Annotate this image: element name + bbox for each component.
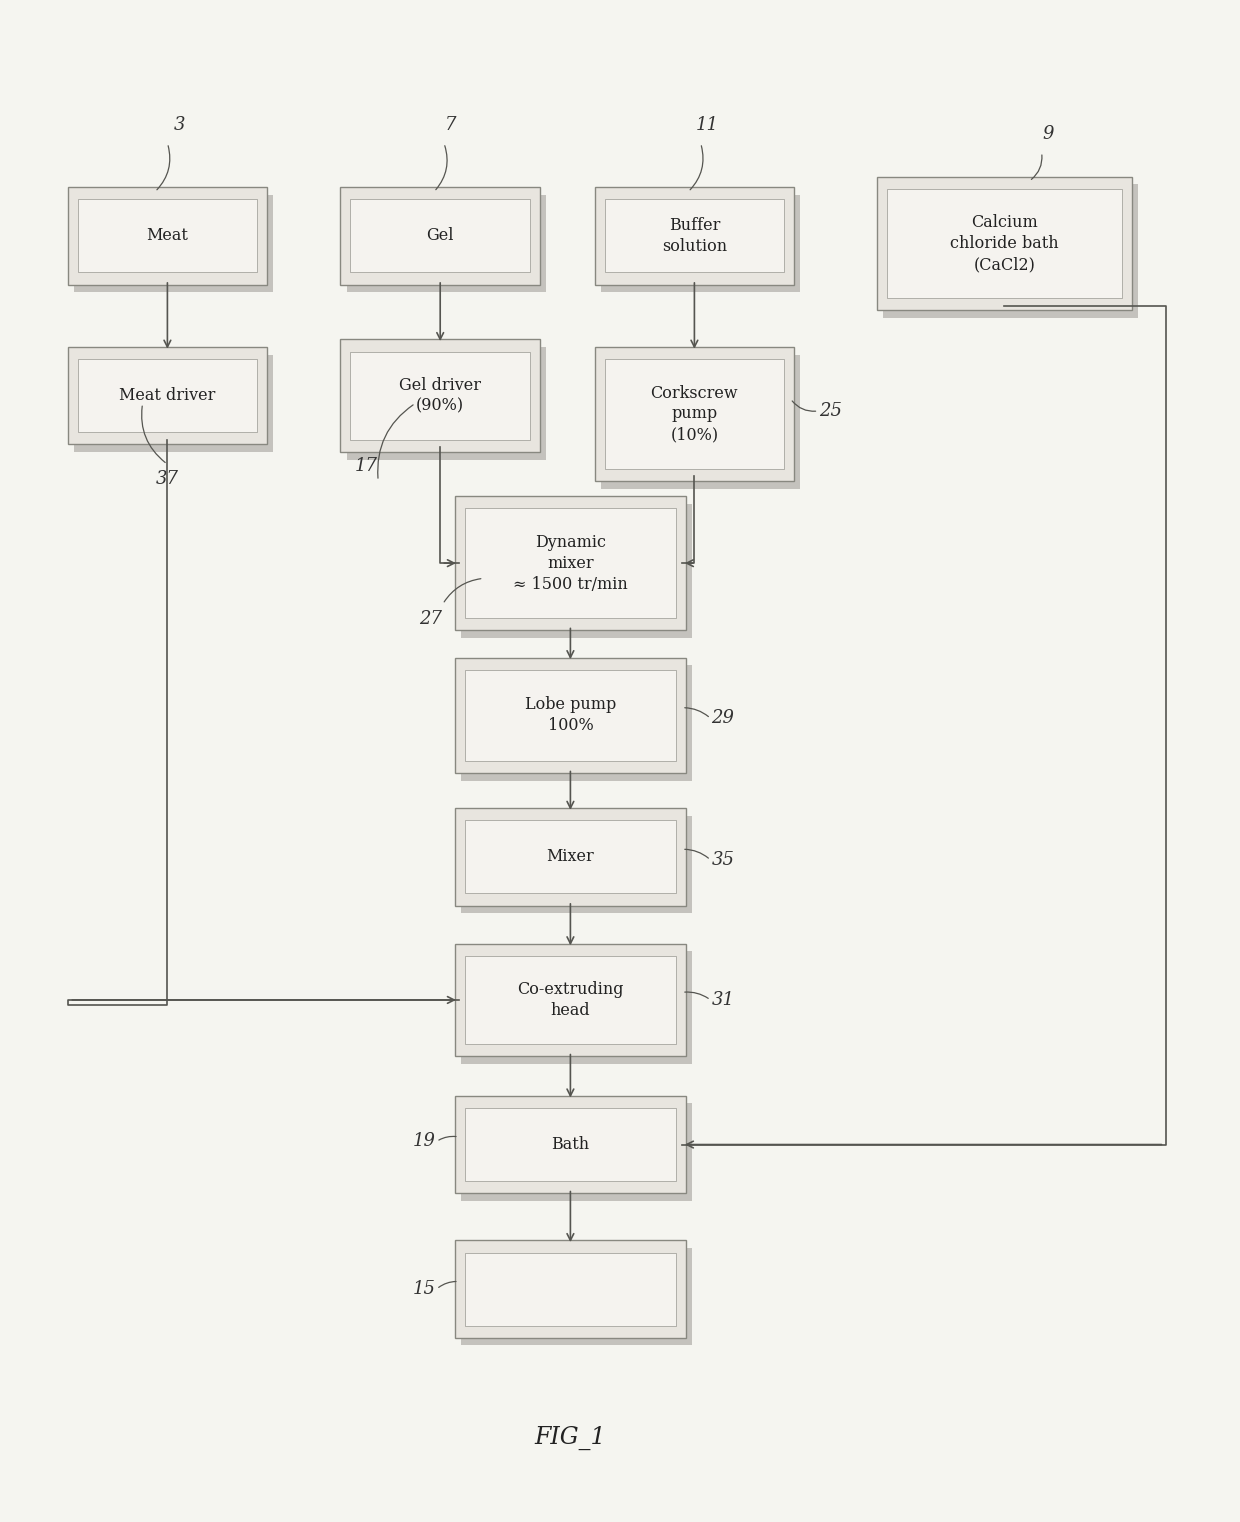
Text: 37: 37 <box>156 470 179 489</box>
FancyBboxPatch shape <box>595 187 795 285</box>
Text: Lobe pump
100%: Lobe pump 100% <box>525 697 616 734</box>
FancyBboxPatch shape <box>601 195 801 292</box>
Text: Meat: Meat <box>146 227 188 245</box>
FancyBboxPatch shape <box>74 355 273 452</box>
Text: Bath: Bath <box>552 1135 589 1154</box>
FancyBboxPatch shape <box>595 347 795 481</box>
FancyBboxPatch shape <box>465 1108 676 1181</box>
Text: Co-extruding
head: Co-extruding head <box>517 982 624 1018</box>
FancyBboxPatch shape <box>68 187 268 285</box>
Text: 7: 7 <box>444 116 456 134</box>
FancyBboxPatch shape <box>350 199 531 272</box>
FancyBboxPatch shape <box>601 355 801 489</box>
Text: Gel: Gel <box>427 227 454 245</box>
FancyBboxPatch shape <box>461 951 692 1064</box>
FancyBboxPatch shape <box>465 1253 676 1326</box>
FancyBboxPatch shape <box>455 944 686 1056</box>
FancyBboxPatch shape <box>455 808 686 906</box>
Text: Mixer: Mixer <box>547 848 594 866</box>
FancyBboxPatch shape <box>455 658 686 773</box>
Text: 15: 15 <box>413 1280 435 1298</box>
FancyBboxPatch shape <box>461 816 692 913</box>
FancyBboxPatch shape <box>465 956 676 1044</box>
FancyBboxPatch shape <box>465 670 676 761</box>
FancyBboxPatch shape <box>461 1248 692 1345</box>
Text: 31: 31 <box>712 991 734 1009</box>
Text: Corkscrew
pump
(10%): Corkscrew pump (10%) <box>651 385 738 443</box>
FancyBboxPatch shape <box>78 359 258 432</box>
FancyBboxPatch shape <box>78 199 258 272</box>
FancyBboxPatch shape <box>877 177 1132 310</box>
FancyBboxPatch shape <box>340 187 541 285</box>
Text: 3: 3 <box>174 116 186 134</box>
Text: 35: 35 <box>712 851 734 869</box>
Text: Dynamic
mixer
≈ 1500 tr/min: Dynamic mixer ≈ 1500 tr/min <box>513 534 627 592</box>
Text: 17: 17 <box>355 457 377 475</box>
Text: Buffer
solution: Buffer solution <box>662 218 727 254</box>
FancyBboxPatch shape <box>350 352 531 440</box>
FancyBboxPatch shape <box>455 1240 686 1338</box>
FancyBboxPatch shape <box>461 665 692 781</box>
Text: 9: 9 <box>1042 125 1054 143</box>
Text: Meat driver: Meat driver <box>119 387 216 405</box>
FancyBboxPatch shape <box>455 1096 686 1193</box>
FancyBboxPatch shape <box>68 347 268 444</box>
Text: 29: 29 <box>712 709 734 728</box>
FancyBboxPatch shape <box>346 195 546 292</box>
Text: 11: 11 <box>696 116 718 134</box>
FancyBboxPatch shape <box>605 359 785 469</box>
FancyBboxPatch shape <box>605 199 785 272</box>
FancyBboxPatch shape <box>465 508 676 618</box>
Text: FIG_1: FIG_1 <box>534 1426 606 1450</box>
FancyBboxPatch shape <box>465 820 676 893</box>
Text: 27: 27 <box>419 610 441 629</box>
FancyBboxPatch shape <box>74 195 273 292</box>
FancyBboxPatch shape <box>461 504 692 638</box>
Text: Calcium
chloride bath
(CaCl2): Calcium chloride bath (CaCl2) <box>950 215 1059 272</box>
Text: 19: 19 <box>413 1132 435 1151</box>
Text: Gel driver
(90%): Gel driver (90%) <box>399 377 481 414</box>
Text: 25: 25 <box>820 402 842 420</box>
FancyBboxPatch shape <box>340 339 541 452</box>
FancyBboxPatch shape <box>461 1103 692 1201</box>
FancyBboxPatch shape <box>455 496 686 630</box>
FancyBboxPatch shape <box>883 184 1138 318</box>
FancyBboxPatch shape <box>887 189 1122 298</box>
FancyBboxPatch shape <box>346 347 546 460</box>
